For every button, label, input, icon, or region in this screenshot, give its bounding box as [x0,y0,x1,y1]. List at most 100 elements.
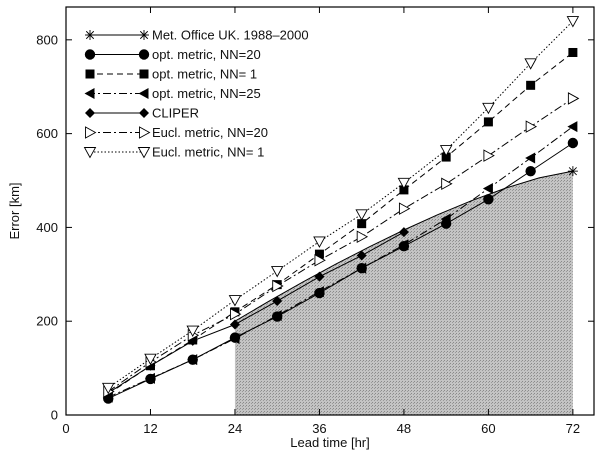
plot-frame [65,6,595,416]
y-tick-label: 800 [36,32,58,47]
data-point [85,69,95,79]
data-point [399,185,409,195]
data-point [314,249,324,259]
data-point [397,177,411,190]
met-office-shaded-area [234,171,573,415]
data-point [482,102,495,115]
data-point [567,166,578,177]
data-point [483,117,493,127]
legend-entry: Eucl. metric, NN=20 [85,125,268,140]
data-point [524,58,537,70]
legend-entry: opt. metric, NN=25 [84,86,261,101]
data-point [526,80,536,90]
data-point [398,239,409,251]
data-point [313,236,326,248]
series-line [107,98,574,392]
y-tick-label: 0 [51,408,58,423]
data-point [101,382,115,395]
series-3 [102,121,578,403]
data-point [398,202,411,215]
data-point [441,177,453,191]
legend-label: Eucl. metric, NN= 1 [152,145,264,160]
x-tick-label: 48 [397,421,411,436]
data-point [567,137,579,149]
data-point [139,30,149,40]
data-point [440,213,451,225]
legend-label: opt. metric, NN= 1 [152,67,257,82]
axis-ticks: 0 12 24 36 48 60 72 0 200 400 600 800 [36,7,594,436]
data-point [230,307,242,321]
data-point [272,296,283,307]
x-tick-label: 72 [566,421,580,436]
data-point [138,49,150,60]
series-line [107,20,574,389]
data-point [85,30,95,40]
y-axis-label: Error [km] [7,182,22,239]
x-tick-label: 12 [143,421,157,436]
series-layer [101,16,580,404]
legend-label: CLIPER [152,106,199,121]
data-point [144,353,157,366]
data-point [229,319,240,330]
data-point [314,253,326,267]
x-tick-label: 24 [228,421,242,436]
data-point [356,230,369,244]
data-point [83,147,97,159]
data-point [85,108,95,118]
data-point [187,354,198,366]
series-6 [101,16,580,395]
y-tick-label: 200 [36,314,58,329]
series-line [107,52,574,395]
data-point [566,16,580,28]
y-tick-label: 600 [36,126,58,141]
data-point [398,227,409,238]
shaded-region-layer [234,171,573,415]
data-point [139,108,149,118]
data-point [144,372,155,384]
data-point [229,333,240,345]
data-point [84,88,95,99]
series-line [108,126,574,398]
data-point [314,271,325,282]
x-axis-label: Lead time [hr] [290,435,370,450]
data-point [313,286,324,298]
data-point [483,194,494,205]
data-point [138,88,149,99]
data-point [84,49,96,60]
data-point [482,182,493,194]
x-tick-label: 36 [312,421,326,436]
data-point [137,147,151,159]
y-tick-label: 400 [36,220,58,235]
data-point [568,47,578,57]
legend-label: Met. Office UK. 1988–2000 [152,28,309,43]
data-point [139,69,149,79]
series-line [107,231,405,394]
data-point [439,145,453,157]
legend-entry: opt. metric, NN=20 [84,47,261,62]
data-point [525,120,538,133]
legend-label: opt. metric, NN=25 [152,86,261,101]
data-point [270,266,284,278]
data-point [357,219,367,229]
data-point [272,279,284,293]
legend-label: Eucl. metric, NN=20 [152,125,268,140]
legend-entry: Met. Office UK. 1988–2000 [85,28,309,43]
x-tick-label: 60 [481,421,495,436]
data-point [441,152,451,162]
legend-entry: CLIPER [85,106,199,121]
data-point [228,295,242,307]
data-point [271,310,282,322]
legend-entry: opt. metric, NN= 1 [85,67,257,82]
data-point [139,126,151,139]
data-point [483,149,495,162]
x-tick-label: 0 [62,421,69,436]
data-point [567,92,580,105]
legend: Met. Office UK. 1988–2000 opt. metric, NN… [83,28,309,160]
data-point [85,126,97,139]
data-point [355,209,368,221]
data-point [567,121,578,133]
data-point [356,250,367,261]
legend-entry: Eucl. metric, NN= 1 [83,145,264,160]
data-point [186,325,199,338]
